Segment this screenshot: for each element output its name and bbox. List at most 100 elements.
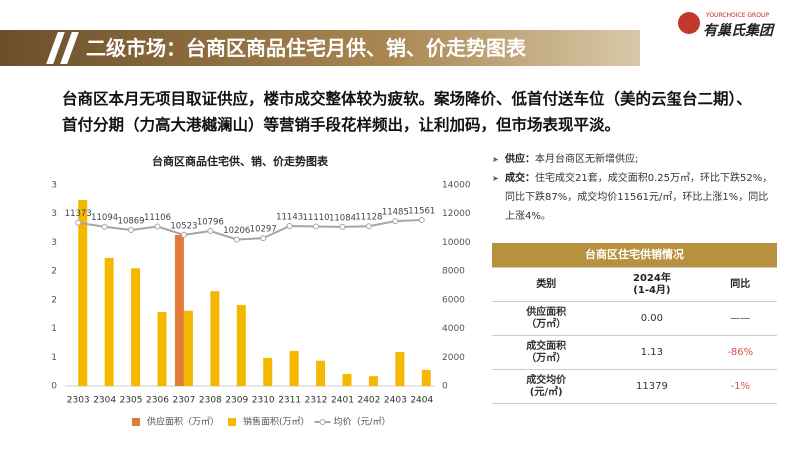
legend-swatch xyxy=(132,418,140,426)
y-tick-label: 14000 xyxy=(442,181,471,191)
y-tick-label: 2000 xyxy=(442,353,465,363)
bar xyxy=(263,357,273,386)
table-cell: 成交均价 (元/㎡) xyxy=(492,369,601,404)
y-tick-label: 3 xyxy=(51,209,57,219)
bullet-text: 供应： xyxy=(505,154,535,165)
y-tick-label: 3 xyxy=(51,238,57,248)
bar xyxy=(157,311,167,386)
price-point xyxy=(286,223,293,230)
header-band xyxy=(0,30,640,66)
legend-swatch xyxy=(319,419,326,425)
table-row: 台商区住宅供销情况 xyxy=(492,243,777,268)
bar xyxy=(395,352,405,386)
table-cell: -86% xyxy=(703,335,777,370)
y-tick-label: 6000 xyxy=(442,295,465,305)
x-tick-label: 2308 xyxy=(199,396,222,406)
x-tick-label: 2306 xyxy=(146,396,169,406)
y-tick-label: 3 xyxy=(51,181,57,191)
bullet: 供应：本月台商区无新增供应; xyxy=(492,150,777,169)
bar xyxy=(236,305,246,386)
price-point xyxy=(207,228,214,235)
bar xyxy=(174,234,184,386)
price-point xyxy=(313,223,320,230)
data-label: 11373 xyxy=(65,209,92,219)
y-tick-label: 12000 xyxy=(442,209,471,219)
y-tick-label: 0 xyxy=(442,382,448,392)
logo-cn: 有巢氏集团 xyxy=(703,23,773,39)
x-tick-label: 2310 xyxy=(252,396,275,406)
x-tick-label: 2307 xyxy=(172,396,195,406)
y-tick-label: 2 xyxy=(51,295,57,305)
logo-en: YOURCHOICE GROUP xyxy=(706,12,769,19)
data-label: 11094 xyxy=(91,213,118,223)
bar xyxy=(210,291,220,386)
table-row: 成交面积 （万㎡） 1.13 -86% xyxy=(492,335,777,370)
table-cell: -1% xyxy=(703,369,777,404)
price-point xyxy=(154,223,161,230)
data-label: 11106 xyxy=(144,213,171,223)
bar xyxy=(342,373,352,386)
table-cell: 台商区住宅供销情况 xyxy=(492,243,777,268)
data-label: 11084 xyxy=(329,213,356,223)
header-title: 二级市场：台商区商品住宅月供、销、价走势图表 xyxy=(86,36,526,60)
summary: 台商区本月无项目取证供应，楼市成交整体较为疲软。案场降价、低首付送车位（美的云玺… xyxy=(62,90,752,134)
table-row: 类别 2024年 (1-4月) 同比 xyxy=(492,267,777,302)
table-cell: 同比 xyxy=(703,267,777,302)
bullet-text: 本月台商区无新增供应; xyxy=(535,154,639,165)
bullet: 成交：住宅成交21套，成交面积0.25万㎡，环比下跌52%，同比下跌87%，成交… xyxy=(492,169,777,226)
y-tick-label: 1 xyxy=(51,353,57,363)
bar xyxy=(183,310,193,386)
y-tick-label: 1 xyxy=(51,324,57,334)
data-label: 11143 xyxy=(276,213,303,223)
legend-label: 销售面积(万㎡） xyxy=(243,416,310,428)
legend-label: 均价（元/㎡） xyxy=(334,416,391,428)
x-tick-label: 2312 xyxy=(305,396,328,406)
legend-label: 供应面积（万㎡） xyxy=(147,416,219,428)
bullets: 供应：本月台商区无新增供应;成交：住宅成交21套，成交面积0.25万㎡，环比下跌… xyxy=(492,150,777,226)
x-tick-label: 2305 xyxy=(120,396,143,406)
price-point xyxy=(392,218,399,225)
table-cell: 类别 xyxy=(492,267,601,302)
y-tick-label: 4000 xyxy=(442,324,465,334)
y-tick-label: 8000 xyxy=(442,267,465,277)
data-label: 11561 xyxy=(408,207,435,217)
x-tick-label: 2309 xyxy=(225,396,248,406)
bar xyxy=(421,369,431,386)
bar xyxy=(104,257,114,386)
price-point xyxy=(180,231,187,238)
bar xyxy=(289,350,299,386)
data-label: 10523 xyxy=(170,221,197,231)
x-tick-label: 2303 xyxy=(67,396,90,406)
price-point xyxy=(339,223,346,230)
table-cell: 成交面积 （万㎡） xyxy=(492,335,601,370)
logo-mark xyxy=(678,12,700,34)
legend-swatch xyxy=(228,418,237,426)
table-cell: —— xyxy=(703,301,777,336)
price-point xyxy=(128,226,135,233)
y-tick-label: 2 xyxy=(51,267,57,277)
chart-title: 台商区商品住宅供、销、价走势图表 xyxy=(152,154,329,168)
chart: 台商区商品住宅供、销、价走势图表 0 1 1 2 2 3 3 3 0 2000 4000 6000 80… xyxy=(51,154,471,428)
y-tick-label: 0 xyxy=(51,382,57,392)
price-point xyxy=(260,235,267,242)
data-label: 11128 xyxy=(355,213,382,223)
table: 台商区住宅供销情况 类别 2024年 (1-4月) 同比 供应面积 （万㎡） 0.00 ——… xyxy=(492,243,777,404)
price-line xyxy=(78,219,422,241)
data-label: 10297 xyxy=(250,225,277,235)
x-tick-label: 2401 xyxy=(331,396,354,406)
price-point xyxy=(418,217,425,224)
price-point xyxy=(365,223,372,230)
table-cell: 供应面积 （万㎡） xyxy=(492,301,601,336)
x-tick-label: 2304 xyxy=(93,396,116,406)
price-point xyxy=(75,219,82,226)
bar xyxy=(368,376,378,386)
data-label: 11110 xyxy=(303,213,330,223)
y-tick-label: 10000 xyxy=(442,238,471,248)
table-row: 成交均价 (元/㎡) 11379 -1% xyxy=(492,369,777,404)
table-cell: 2024年 (1-4月) xyxy=(600,267,704,302)
price-point xyxy=(233,236,240,243)
bullet-text: 成交： xyxy=(505,173,535,184)
table-cell: 11379 xyxy=(600,369,704,404)
bullet-text: 住宅成交21套，成交面积0.25万㎡，环比下跌52%，同比下跌87%，成交均价1… xyxy=(505,173,773,222)
